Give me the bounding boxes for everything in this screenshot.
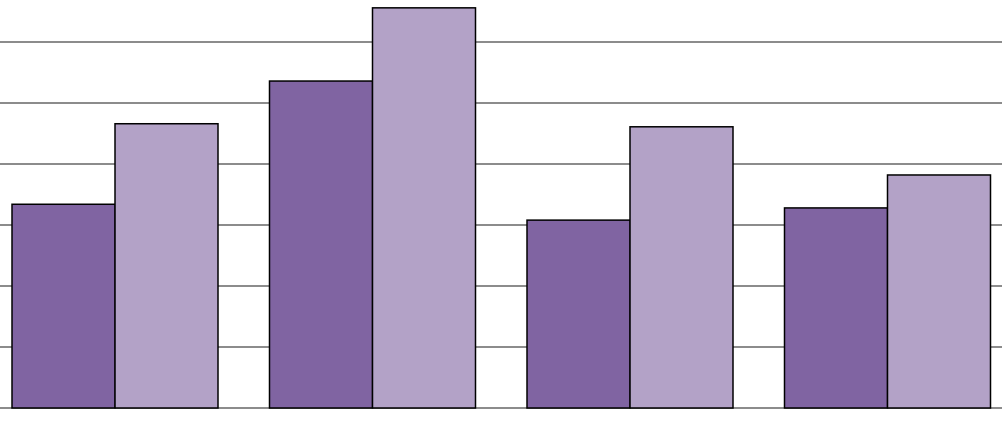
bar <box>114 122 219 409</box>
bar <box>526 219 631 409</box>
bar <box>11 203 116 409</box>
bar <box>886 174 992 409</box>
bar <box>268 80 374 409</box>
bar <box>371 7 477 409</box>
bar <box>629 126 734 409</box>
bar <box>783 207 889 409</box>
